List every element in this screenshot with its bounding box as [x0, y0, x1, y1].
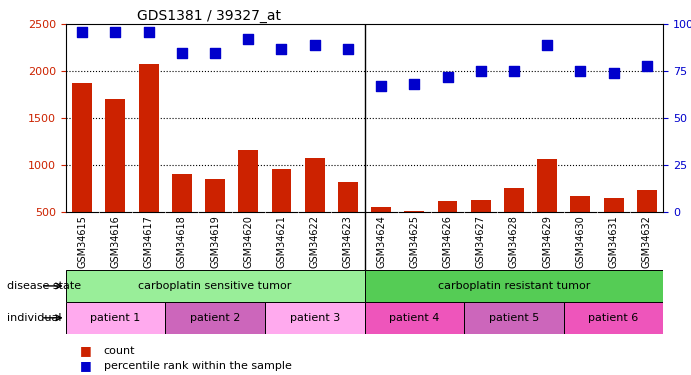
Text: patient 3: patient 3: [290, 313, 340, 323]
Bar: [305, 158, 325, 259]
Point: [641, 63, 652, 69]
Text: GSM34628: GSM34628: [509, 215, 519, 268]
Point: [509, 68, 520, 74]
Point: [376, 83, 387, 89]
Text: GSM34622: GSM34622: [310, 215, 320, 268]
Text: carboplatin resistant tumor: carboplatin resistant tumor: [437, 281, 590, 291]
Bar: [537, 159, 557, 259]
Bar: [338, 182, 358, 259]
Point: [542, 42, 553, 48]
Point: [209, 50, 220, 55]
Point: [342, 46, 353, 52]
Bar: [464, 302, 564, 334]
Bar: [365, 302, 464, 334]
Text: patient 2: patient 2: [190, 313, 240, 323]
Bar: [471, 200, 491, 259]
Point: [143, 29, 154, 35]
Text: GSM34623: GSM34623: [343, 215, 353, 268]
Text: GSM34617: GSM34617: [144, 215, 153, 268]
Text: GSM34616: GSM34616: [111, 215, 120, 267]
Text: disease state: disease state: [7, 281, 81, 291]
Text: carboplatin sensitive tumor: carboplatin sensitive tumor: [138, 281, 292, 291]
Text: GDS1381 / 39327_at: GDS1381 / 39327_at: [138, 9, 281, 23]
Text: patient 6: patient 6: [589, 313, 638, 323]
Text: GSM34621: GSM34621: [276, 215, 287, 268]
Point: [176, 50, 187, 55]
Point: [442, 74, 453, 80]
Bar: [205, 179, 225, 259]
Bar: [564, 302, 663, 334]
Bar: [604, 198, 623, 259]
Bar: [66, 270, 365, 302]
Text: GSM34625: GSM34625: [409, 215, 419, 268]
Point: [608, 70, 619, 76]
Point: [409, 81, 420, 87]
Text: GSM34626: GSM34626: [442, 215, 453, 268]
Text: GSM34620: GSM34620: [243, 215, 254, 268]
Text: GSM34619: GSM34619: [210, 215, 220, 267]
Text: count: count: [104, 346, 135, 355]
Bar: [365, 270, 663, 302]
Text: patient 4: patient 4: [389, 313, 439, 323]
Bar: [637, 190, 656, 259]
Bar: [371, 207, 391, 259]
Text: GSM34631: GSM34631: [609, 215, 618, 267]
Text: GSM34627: GSM34627: [475, 215, 486, 268]
Bar: [73, 82, 92, 259]
Text: ■: ■: [79, 359, 91, 372]
Bar: [172, 174, 192, 259]
Text: ■: ■: [79, 344, 91, 357]
Text: percentile rank within the sample: percentile rank within the sample: [104, 361, 292, 370]
Text: individual: individual: [7, 313, 61, 323]
Text: GSM34615: GSM34615: [77, 215, 87, 268]
Point: [276, 46, 287, 52]
Bar: [165, 302, 265, 334]
Bar: [504, 188, 524, 259]
Bar: [106, 99, 125, 259]
Point: [475, 68, 486, 74]
Point: [309, 42, 320, 48]
Bar: [404, 211, 424, 259]
Bar: [437, 201, 457, 259]
Bar: [272, 169, 292, 259]
Bar: [66, 302, 165, 334]
Text: GSM34618: GSM34618: [177, 215, 187, 267]
Point: [243, 36, 254, 42]
Bar: [139, 64, 159, 259]
Text: patient 5: patient 5: [489, 313, 539, 323]
Point: [110, 29, 121, 35]
Text: GSM34629: GSM34629: [542, 215, 552, 268]
Text: patient 1: patient 1: [91, 313, 140, 323]
Point: [77, 29, 88, 35]
Text: GSM34632: GSM34632: [642, 215, 652, 268]
Text: GSM34630: GSM34630: [576, 215, 585, 267]
Bar: [238, 150, 258, 259]
Text: GSM34624: GSM34624: [376, 215, 386, 268]
Point: [575, 68, 586, 74]
Bar: [265, 302, 365, 334]
Bar: [570, 196, 590, 259]
